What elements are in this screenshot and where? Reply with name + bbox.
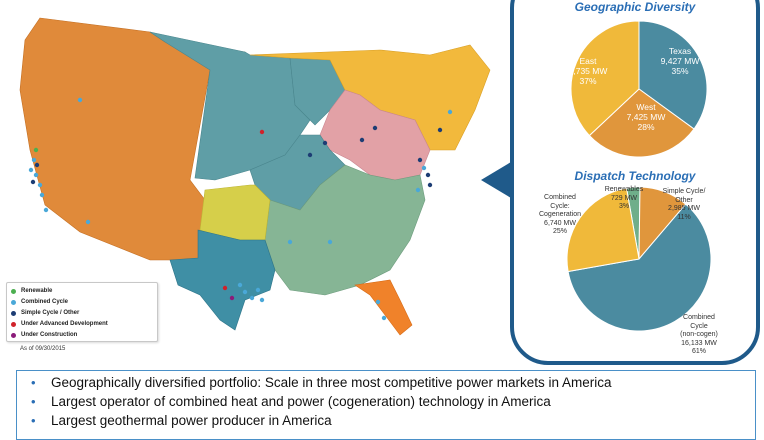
legend-label: Combined Cycle [21, 299, 69, 306]
as-of-date: As of 09/30/2015 [20, 346, 66, 352]
key-points-box: • Geographically diversified portfolio: … [16, 370, 756, 440]
bullet-dot-icon: • [31, 413, 36, 428]
dispatch-pie-chart [566, 186, 712, 332]
power-plant-map: Renewable Combined Cycle Simple Cycle / Ot… [6, 17, 491, 352]
legend-dot-icon [11, 288, 16, 294]
dispatch-label-simple-cycle: Simple Cycle/Other 2,985 MW 11% [662, 188, 706, 221]
legend-item: Under Construction [7, 330, 157, 341]
geo-label-west: West 7,425 MW 28% [626, 102, 666, 132]
plant-markers [28, 97, 453, 321]
legend-item: Under Advanced Development [7, 319, 157, 330]
legend-label: Simple Cycle / Other [21, 310, 80, 317]
dispatch-label-combined-cycle: Combined Cycle (non-cogen) 16,133 MW 61% [680, 314, 718, 355]
dispatch-slice-2 [567, 203, 712, 332]
geo-slice-0 [638, 20, 708, 130]
dispatch-label-renewables: Renewables 729 MW 3% [604, 186, 644, 210]
region-florida [354, 279, 413, 336]
bullet-item: • Geographically diversified portfolio: … [31, 375, 612, 390]
legend-dot-icon [11, 332, 16, 338]
bullet-item: • Largest operator of combined heat and … [31, 394, 551, 409]
map-legend: Renewable Combined Cycle Simple Cycle / Ot… [6, 282, 158, 342]
region-spp [199, 184, 271, 241]
dispatch-slice-3 [566, 187, 640, 273]
geo-slice-2 [570, 20, 640, 137]
bullet-dot-icon: • [31, 394, 36, 409]
bullet-dot-icon: • [31, 375, 36, 390]
legend-item: Combined Cycle [7, 297, 157, 308]
legend-dot-icon [11, 321, 16, 327]
geo-label-texas: Texas 9,427 MW 35% [660, 46, 700, 76]
legend-dot-icon [11, 299, 16, 305]
callout-arrow [481, 162, 511, 198]
bullet-item: • Largest geothermal power producer in A… [31, 413, 332, 428]
legend-label: Renewable [21, 288, 53, 295]
legend-item: Renewable [7, 286, 157, 297]
dispatch-label-cogeneration: Combined Cycle: Cogeneration 6,740 MW 25% [538, 194, 582, 235]
dispatch-title: Dispatch Technology [574, 169, 696, 183]
region-southeast [264, 164, 426, 296]
portfolio-panel: Geographic Diversity Texas 9,427 MW 35% Ea… [510, 0, 760, 365]
geo-slice-1 [588, 88, 695, 158]
geo-label-east: East 9,735 MW 37% [568, 56, 608, 86]
legend-label: Under Advanced Development [21, 321, 108, 328]
us-regions-map [19, 17, 491, 336]
geo-title: Geographic Diversity [574, 0, 696, 14]
legend-label: Under Construction [21, 332, 78, 339]
legend-dot-icon [11, 310, 16, 316]
geographic-pie-chart [570, 20, 708, 158]
legend-item: Simple Cycle / Other [7, 308, 157, 319]
region-texas [169, 229, 276, 331]
